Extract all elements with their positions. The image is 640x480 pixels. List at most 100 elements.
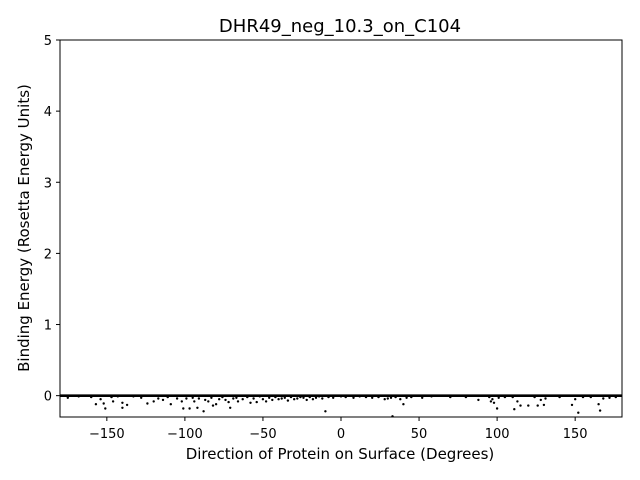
data-point: [477, 398, 480, 402]
data-point: [252, 397, 255, 400]
data-point: [229, 406, 232, 409]
x-axis-label: Direction of Protein on Surface (Degrees…: [186, 445, 495, 463]
x-tick-label: −50: [249, 427, 276, 442]
data-point: [207, 400, 210, 403]
data-point: [188, 407, 191, 410]
x-tick-label: −100: [167, 427, 203, 442]
y-tick-label: 0: [44, 390, 52, 405]
data-point: [169, 403, 172, 406]
data-point: [405, 396, 408, 399]
data-point: [597, 403, 600, 406]
data-point: [608, 396, 611, 399]
data-point: [111, 400, 115, 403]
data-point: [121, 401, 124, 404]
y-tick-label: 2: [44, 247, 52, 262]
x-tick-label: 50: [411, 427, 428, 442]
data-point: [389, 396, 393, 399]
y-tick-label: 5: [44, 34, 52, 49]
data-point: [421, 396, 424, 399]
x-tick-label: −150: [89, 427, 125, 442]
data-point: [191, 396, 194, 399]
y-tick-label: 1: [44, 319, 52, 334]
data-point: [121, 406, 124, 409]
data-point: [224, 398, 227, 402]
data-point: [161, 398, 165, 402]
data-point: [497, 396, 500, 399]
data-point: [218, 398, 221, 401]
chart-title: DHR49_neg_10.3_on_C104: [219, 16, 461, 37]
x-tick-label: 150: [563, 427, 588, 442]
data-point: [157, 397, 160, 400]
data-point: [574, 398, 577, 401]
data-point: [271, 398, 274, 402]
data-point: [202, 410, 205, 413]
data-point: [241, 398, 244, 401]
data-point: [175, 397, 179, 400]
plot-frame: [59, 39, 623, 418]
data-point: [214, 403, 218, 406]
data-point: [293, 398, 296, 401]
data-point: [261, 398, 265, 401]
data-point: [402, 403, 405, 406]
data-point: [332, 396, 335, 399]
data-point: [386, 397, 389, 400]
data-point: [264, 400, 268, 403]
data-point: [602, 397, 605, 400]
data-point: [311, 398, 315, 401]
data-point: [527, 404, 530, 407]
data-point: [519, 404, 522, 407]
data-point: [227, 400, 230, 404]
data-point: [232, 397, 235, 400]
data-point: [102, 402, 105, 405]
data-point: [283, 396, 286, 399]
data-point: [513, 408, 516, 411]
ticks-layer: −150 −100 −50 0 50 100 150 0 1 2 3 4 5: [44, 34, 588, 442]
data-point: [305, 398, 308, 402]
data-point: [125, 403, 129, 407]
data-point: [146, 402, 149, 405]
data-point: [204, 398, 207, 402]
data-point: [598, 409, 602, 412]
data-point: [286, 399, 290, 402]
data-point: [66, 396, 70, 399]
data-point: [280, 397, 283, 400]
data-point: [140, 396, 143, 399]
data-point: [180, 400, 183, 403]
data-point: [182, 407, 185, 410]
data-point: [383, 398, 386, 401]
data-point: [577, 411, 580, 414]
data-point: [399, 398, 402, 401]
data-point: [491, 398, 494, 401]
y-axis-label: Binding Energy (Rosetta Energy Units): [15, 84, 33, 372]
data-point: [268, 396, 271, 399]
y-tick-label: 3: [44, 176, 52, 191]
data-point: [277, 398, 280, 401]
data-point: [296, 397, 299, 400]
data-point: [489, 400, 493, 403]
data-point: [193, 400, 196, 403]
data-point: [352, 396, 355, 399]
data-point: [99, 398, 102, 401]
data-point: [185, 397, 188, 400]
data-point: [302, 396, 305, 399]
data-point: [152, 400, 155, 403]
data-point: [536, 404, 539, 407]
data-point: [321, 397, 324, 400]
data-point: [516, 400, 519, 403]
data-point: [104, 407, 107, 410]
data-point: [255, 400, 258, 404]
data-point: [371, 396, 374, 399]
data-point: [324, 410, 327, 413]
data-point: [249, 401, 252, 404]
data-point: [211, 404, 215, 407]
x-tick-label: 100: [485, 427, 510, 442]
data-point: [314, 396, 318, 399]
x-tick-label: 0: [337, 427, 345, 442]
data-point: [570, 403, 574, 407]
data-point: [197, 397, 201, 400]
y-tick-label: 4: [44, 105, 52, 120]
data-point: [94, 403, 98, 406]
data-point: [235, 396, 238, 399]
